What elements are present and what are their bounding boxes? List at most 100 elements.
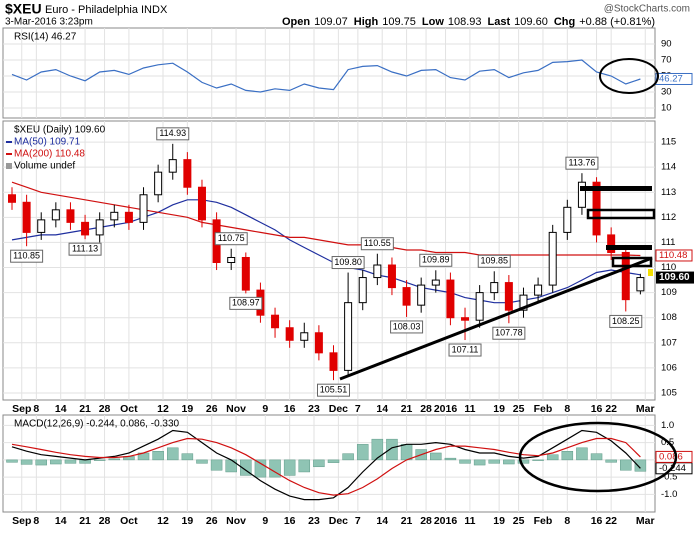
instrument-name: Euro - Philadelphia INDX	[45, 4, 168, 16]
x-tick-label: 19	[182, 515, 194, 527]
histogram-bar	[576, 447, 588, 461]
quote-label: Chg	[554, 16, 575, 28]
panel-frame	[2, 27, 656, 119]
candle-body	[227, 256, 236, 264]
x-tick-label: 9	[262, 515, 268, 527]
highlight	[648, 269, 653, 276]
x-tick-label: 14	[376, 515, 388, 527]
x-tick-label: 21	[79, 403, 91, 415]
price-label: 107.78	[495, 328, 523, 338]
y-tick-label: 70	[661, 55, 672, 66]
y-tick-label: 115	[661, 137, 676, 148]
price-label-box	[419, 253, 453, 267]
candle-body	[621, 251, 630, 301]
legend-label: Volume undef	[14, 161, 75, 172]
price-label-box	[609, 314, 643, 328]
x-tick-label: 16	[591, 515, 603, 527]
histogram-bar	[50, 459, 62, 465]
quote-value: +0.88 (+0.81%)	[579, 16, 655, 28]
y-tick-label: -1.0	[661, 489, 677, 500]
x-tick-label: 8	[564, 515, 570, 527]
y-tick-label: 107	[661, 337, 677, 348]
candle-body	[110, 211, 119, 221]
histogram-bar	[313, 459, 325, 468]
candle-body	[37, 219, 46, 233]
candle-body	[154, 171, 163, 196]
rsi-circle	[599, 58, 659, 94]
histogram-bar	[327, 459, 340, 463]
price-label: 105.51	[320, 385, 348, 395]
x-tick-label: 23	[308, 403, 320, 415]
histogram-bar	[546, 454, 559, 461]
candle-body	[490, 282, 499, 294]
price-label-box	[214, 232, 248, 246]
candle-body	[358, 277, 367, 304]
candle-body	[168, 159, 177, 173]
x-tick-label: 2016	[434, 403, 458, 415]
price-label-box	[68, 242, 102, 256]
price-label-box	[448, 343, 482, 357]
candle-body	[197, 186, 206, 221]
x-tick-label: 19	[493, 403, 505, 415]
x-tick-label: 2016	[434, 515, 458, 527]
quote-line: Open 109.07 High 109.75 Low 108.93 Last 109.60 C…	[282, 16, 655, 28]
source: @StockCharts.com	[604, 4, 690, 15]
x-tick-label: 16	[284, 515, 296, 527]
candle-body	[314, 332, 323, 354]
quote-value: 108.93	[448, 16, 482, 28]
histogram-bar	[93, 459, 106, 461]
x-tick-label: 26	[206, 515, 218, 527]
quote-label: Last	[488, 16, 511, 28]
value-box	[655, 249, 693, 262]
value-box-label: 46.27	[659, 73, 683, 84]
candle-body	[592, 181, 601, 236]
x-tick-label: 28	[420, 403, 432, 415]
histogram-bar	[108, 458, 121, 461]
quote-value: 109.75	[382, 16, 416, 28]
macd-circle	[518, 421, 678, 493]
x-tick-label: 28	[420, 515, 432, 527]
price-label-box	[156, 127, 190, 141]
x-tick-label: 21	[401, 403, 413, 415]
panel-title: RSI(14) 46.27	[14, 32, 77, 43]
histogram-bar	[64, 459, 77, 464]
x-tick-label: 11	[464, 515, 475, 527]
candle-body	[387, 264, 396, 289]
histogram-bar	[371, 438, 384, 461]
candle-body	[95, 219, 104, 236]
candle-body	[534, 284, 543, 296]
y-tick-label: 1.0	[661, 420, 674, 431]
support-box	[611, 256, 653, 268]
trend-line	[339, 256, 653, 381]
x-tick-label: 12	[157, 403, 169, 415]
candle-body	[607, 234, 616, 253]
x-tick-label: 26	[206, 403, 218, 415]
candle-body	[81, 221, 90, 236]
x-tick-label: 8	[33, 403, 39, 415]
y-tick-label: 90	[661, 39, 672, 50]
price-label-box	[360, 237, 394, 251]
histogram-bar	[196, 459, 208, 464]
x-tick-label: Sep	[12, 403, 31, 415]
candle-body	[504, 282, 513, 311]
x-tick-label: 22	[605, 515, 617, 527]
candle-body	[344, 302, 353, 371]
x-tick-label: Mar	[636, 403, 655, 415]
quote-label: High	[354, 16, 379, 28]
x-tick-label: Oct	[120, 403, 138, 415]
y-tick-label: 112	[661, 212, 676, 223]
candle-body	[417, 284, 426, 306]
price-label: 109.89	[422, 255, 450, 265]
candle-body	[124, 211, 133, 223]
candle-body	[183, 159, 192, 188]
histogram-bar	[561, 450, 574, 461]
histogram-bar	[386, 438, 398, 461]
legend-label: MA(200) 110.48	[14, 149, 85, 160]
x-tick-label: 8	[564, 403, 570, 415]
y-tick-label: 114	[661, 162, 676, 173]
date: 3-Mar-2016 3:23pm	[5, 17, 93, 28]
candle-body	[241, 256, 250, 291]
candle-body	[577, 181, 586, 208]
histogram-bar	[152, 450, 164, 461]
